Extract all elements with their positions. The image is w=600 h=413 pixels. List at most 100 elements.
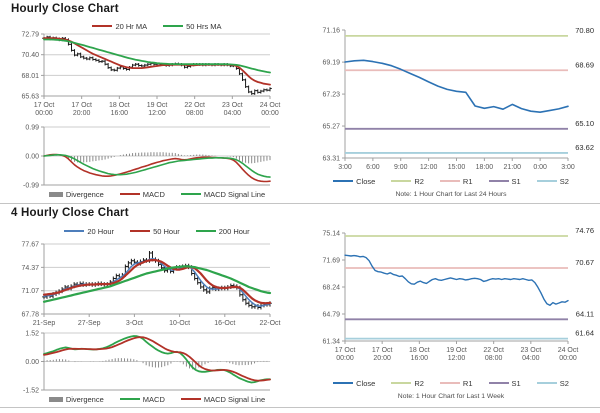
legend-item-200-hour: 200 Hour	[195, 227, 250, 236]
svg-text:00:00: 00:00	[261, 110, 279, 117]
svg-text:3:00: 3:00	[561, 164, 575, 171]
svg-text:15:00: 15:00	[448, 164, 466, 171]
svg-text:67.23: 67.23	[322, 92, 340, 99]
svg-text:21-Sep: 21-Sep	[33, 320, 56, 327]
line-swatch-icon	[119, 192, 140, 196]
svg-text:3:00: 3:00	[338, 164, 352, 171]
svg-text:08:00: 08:00	[485, 355, 503, 362]
line-swatch-icon	[333, 179, 354, 183]
svg-text:65.63: 65.63	[21, 94, 39, 101]
line-swatch-icon	[536, 179, 557, 183]
legend-label: S2	[559, 176, 569, 186]
four-hourly-section: 4 Hourly Close Chart 20 Hour 50 Hour 200 H…	[0, 204, 600, 408]
legend-item-r1: R1	[439, 378, 473, 388]
line-swatch-icon	[439, 179, 460, 183]
svg-text:63.31: 63.31	[322, 156, 340, 163]
svg-text:72.79: 72.79	[21, 32, 39, 39]
svg-text:12:00: 12:00	[148, 110, 166, 117]
hourly-section: Hourly Close Chart 20 Hr MA 50 Hrs MA 72.…	[0, 0, 600, 204]
hourly-pivot-note: Note: 1 Hour Chart for Last 24 Hours	[395, 191, 507, 198]
svg-text:77.67: 77.67	[21, 242, 39, 249]
svg-text:12:00: 12:00	[448, 355, 466, 362]
svg-text:18:00: 18:00	[476, 164, 494, 171]
svg-text:69.19: 69.19	[322, 60, 340, 67]
line-swatch-icon	[64, 229, 85, 233]
line-swatch-icon	[195, 229, 216, 233]
line-swatch-icon	[488, 381, 509, 385]
four-hourly-macd-legend: Divergence MACD MACD Signal Line	[44, 394, 270, 404]
line-swatch-icon	[391, 381, 412, 385]
legend-item-s1: S1	[488, 379, 521, 388]
hourly-macd-legend: Divergence MACD MACD Signal Line	[44, 189, 270, 199]
svg-text:24 Oct: 24 Oct	[260, 102, 281, 109]
svg-text:9:00: 9:00	[394, 164, 408, 171]
svg-text:-0.99: -0.99	[23, 183, 39, 190]
svg-text:17 Oct: 17 Oct	[34, 102, 55, 109]
legend-label: R1	[462, 176, 473, 186]
legend-item-20-hr-ma: 20 Hr MA	[92, 22, 147, 31]
svg-text:16:00: 16:00	[111, 110, 129, 117]
legend-item-divergence: Divergence	[48, 395, 104, 404]
legend-item-macd-signal-line: MACD Signal Line	[180, 395, 265, 404]
weekly-pivot-note: Note: 1 Hour Chart for Last 1 Week	[397, 393, 505, 400]
legend-label: S2	[559, 378, 569, 388]
svg-text:00:00: 00:00	[35, 110, 53, 117]
svg-text:00:00: 00:00	[336, 355, 354, 362]
svg-text:22 Oct: 22 Oct	[483, 347, 504, 354]
svg-text:18 Oct: 18 Oct	[409, 347, 430, 354]
legend-label: R2	[414, 378, 424, 388]
line-swatch-icon	[439, 381, 460, 385]
section-title-hourly: Hourly Close Chart	[11, 3, 119, 15]
svg-text:23 Oct: 23 Oct	[521, 347, 542, 354]
svg-text:20:00: 20:00	[373, 355, 391, 362]
line-swatch-icon	[180, 192, 201, 196]
hourly-ma-legend: 20 Hr MA 50 Hrs MA	[44, 21, 270, 31]
legend-item-r1: R1	[439, 176, 473, 186]
legend-item-macd-signal-line: MACD Signal Line	[180, 190, 265, 199]
line-swatch-icon	[391, 179, 412, 183]
legend-label: 50 Hour	[153, 226, 180, 236]
legend-item-50-hrs-ma: 50 Hrs MA	[163, 22, 222, 31]
legend-item-s1: S1	[488, 176, 521, 186]
legend-item-s2: S2	[536, 176, 569, 186]
legend-label: 20 Hr MA	[115, 21, 148, 31]
legend-label: R2	[414, 176, 424, 186]
svg-text:67.78: 67.78	[21, 312, 39, 319]
four-hourly-ma-legend: 20 Hour 50 Hour 200 Hour	[44, 226, 270, 236]
svg-text:00:00: 00:00	[559, 355, 577, 362]
line-swatch-icon	[180, 397, 201, 401]
svg-text:65.10: 65.10	[575, 119, 594, 128]
svg-text:70.80: 70.80	[575, 26, 594, 35]
svg-text:0:00: 0:00	[533, 164, 547, 171]
svg-text:22-Oct: 22-Oct	[259, 320, 280, 327]
four-hourly-macd-chart: 1.52 0.00 -1.52	[23, 331, 271, 394]
svg-text:3-Oct: 3-Oct	[126, 320, 143, 327]
svg-text:61.34: 61.34	[322, 339, 340, 346]
svg-text:0.00: 0.00	[25, 359, 39, 366]
legend-label: Divergence	[65, 189, 104, 199]
legend-label: S1	[511, 176, 521, 186]
legend-item-close: Close	[333, 177, 375, 186]
svg-text:74.76: 74.76	[575, 228, 594, 235]
svg-text:19 Oct: 19 Oct	[446, 347, 467, 354]
section-title-four-hourly: 4 Hourly Close Chart	[11, 207, 129, 219]
legend-label: R1	[462, 378, 473, 388]
svg-text:12:00: 12:00	[420, 164, 438, 171]
svg-text:64.11: 64.11	[576, 309, 594, 318]
svg-text:70.40: 70.40	[21, 52, 39, 59]
svg-text:68.69: 68.69	[575, 60, 594, 69]
line-swatch-icon	[488, 179, 509, 183]
legend-item-20-hour: 20 Hour	[64, 227, 114, 236]
svg-text:71.07: 71.07	[21, 288, 39, 295]
svg-text:0.00: 0.00	[25, 154, 39, 161]
legend-item-macd: MACD	[119, 189, 165, 199]
legend-item-macd: MACD	[119, 395, 165, 404]
svg-text:04:00: 04:00	[522, 355, 540, 362]
legend-label: MACD	[142, 189, 165, 199]
svg-text:63.62: 63.62	[575, 143, 594, 152]
legend-item-r2: R2	[391, 379, 424, 388]
svg-text:6:00: 6:00	[366, 164, 380, 171]
svg-text:10-Oct: 10-Oct	[169, 320, 190, 327]
